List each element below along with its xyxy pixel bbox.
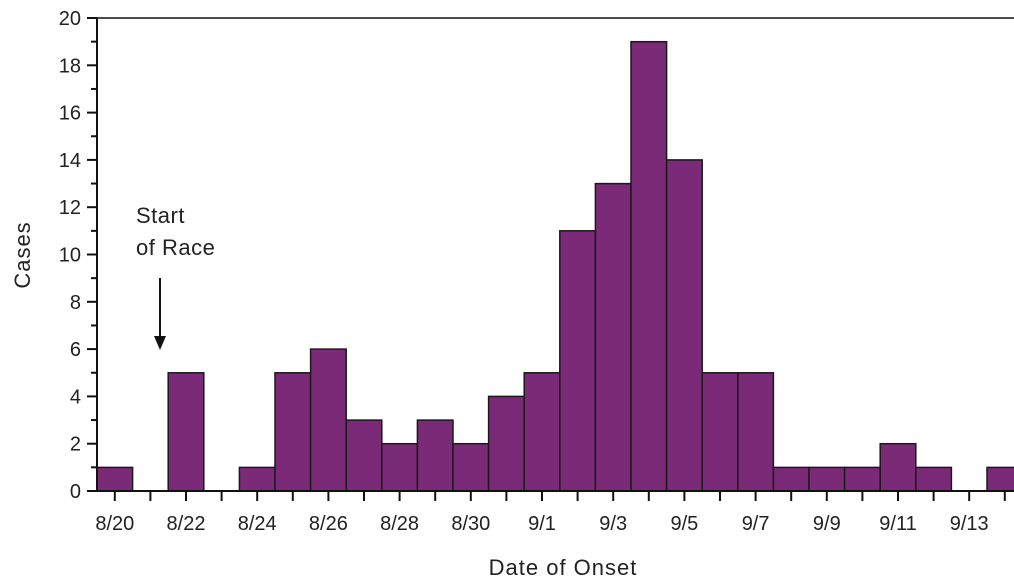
y-tick-label: 4	[70, 386, 81, 408]
x-tick-labels: 8/20 8/22 8/24 8/26 8/28 8/30 9/1 9/3 9/5 9/7 9/9 9…	[95, 513, 988, 535]
bar-8-29	[416, 419, 454, 492]
x-tick-label: 9/9	[813, 513, 841, 535]
bar-8-30	[452, 442, 490, 492]
bar-9-9	[808, 466, 846, 492]
y-tick-label: 6	[70, 339, 81, 361]
bar-8-28	[381, 442, 419, 492]
bar-8-31	[487, 395, 525, 492]
y-tick-label: 20	[59, 8, 81, 30]
x-tick-label: 9/5	[670, 513, 698, 535]
bar-9-7	[737, 372, 775, 492]
x-tick-label: 9/3	[599, 513, 627, 535]
x-tick-label: 8/24	[238, 513, 277, 535]
y-tick-label: 12	[59, 197, 81, 219]
bar-9-11	[879, 442, 917, 492]
bar-9-2	[559, 230, 597, 492]
bar-9-6	[701, 372, 739, 492]
annotation-arrow-head	[154, 336, 166, 350]
x-tick-label: 9/7	[742, 513, 770, 535]
annotation-line-2: of Race	[136, 235, 215, 260]
y-tick-label: 8	[70, 292, 81, 314]
bar-8-22	[167, 372, 205, 492]
bar-8-26	[309, 348, 347, 492]
x-tick-label: 8/30	[451, 513, 490, 535]
y-tick-label: 0	[70, 481, 81, 503]
x-tick-label: 8/26	[309, 513, 348, 535]
axes-group	[87, 17, 1014, 501]
bar-9-1	[523, 372, 561, 492]
y-axis-title: Cases	[10, 221, 35, 288]
x-tick-label: 9/1	[528, 513, 556, 535]
x-axis-title: Date of Onset	[489, 555, 638, 580]
bar-9-10	[843, 466, 881, 492]
x-tick-label: 9/13	[950, 513, 989, 535]
bars-group	[96, 40, 1014, 492]
y-tick-label: 16	[59, 103, 81, 125]
bar-8-25	[274, 372, 312, 492]
bar-8-27	[345, 419, 383, 492]
y-tick-label: 10	[59, 245, 81, 267]
bar-9-14	[986, 466, 1014, 492]
x-tick-label: 8/22	[167, 513, 206, 535]
x-tick-label: 8/20	[95, 513, 134, 535]
x-tick-label: 9/11	[879, 513, 916, 535]
y-tick-label: 18	[59, 55, 81, 77]
bar-9-12	[915, 466, 953, 492]
y-tick-label: 14	[59, 150, 81, 172]
bar-9-4	[630, 40, 668, 492]
y-tick-label: 2	[70, 434, 81, 456]
x-tick-label: 8/28	[380, 513, 419, 535]
bar-8-24	[238, 466, 276, 492]
bar-9-3	[594, 182, 632, 492]
annotation-line-1: Start	[136, 203, 185, 228]
start-of-race-annotation: Start of Race	[136, 203, 215, 350]
bar-9-8	[772, 466, 810, 492]
bar-8-20	[96, 466, 134, 492]
y-tick-labels: 0 2 4 6 8 10 12 14 16 18 20	[59, 8, 81, 503]
bar-9-5	[665, 159, 703, 492]
